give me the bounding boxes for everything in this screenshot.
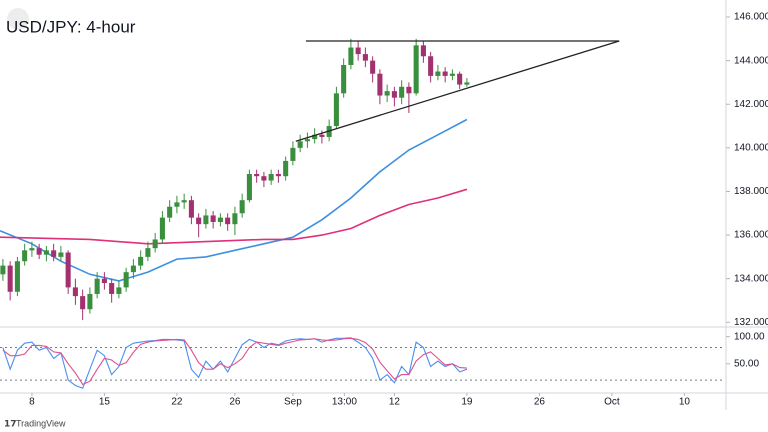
osc-tick-label: 100.00 xyxy=(734,331,765,342)
candle-body xyxy=(123,272,129,288)
candle-body xyxy=(196,217,202,225)
candle-body xyxy=(268,174,274,181)
candle-body xyxy=(109,283,115,294)
chart-title: USD/JPY: 4-hour xyxy=(6,17,136,36)
candle-body xyxy=(72,287,78,297)
y-tick-label: 146.000 xyxy=(734,12,768,23)
plot: 132.000 134.000 136.000 138.000 140.000 142.0… xyxy=(0,12,768,408)
candle-body xyxy=(174,202,180,207)
x-tick-label: 22 xyxy=(171,397,183,408)
candle-body xyxy=(435,71,441,76)
candle-body xyxy=(442,71,448,76)
candle-body xyxy=(138,256,144,266)
candle-body xyxy=(58,252,64,257)
candle-body xyxy=(188,200,194,218)
candle-body xyxy=(464,82,470,85)
candle-body xyxy=(290,147,296,161)
candle-body xyxy=(362,54,368,61)
candle-body xyxy=(0,265,6,275)
candle-body xyxy=(145,248,151,257)
candle-body xyxy=(29,248,35,251)
candle-body xyxy=(22,250,28,262)
candle-body xyxy=(130,265,136,273)
candle-body xyxy=(399,86,405,98)
x-tick-label: Sep xyxy=(284,397,302,408)
candle-body xyxy=(159,217,165,240)
candle-body xyxy=(217,217,223,222)
candle-body xyxy=(239,200,245,214)
candle-body xyxy=(304,139,310,142)
candle-body xyxy=(261,176,267,181)
candle-body xyxy=(457,73,463,85)
candle-body xyxy=(406,86,412,94)
candle-body xyxy=(65,252,71,288)
candle-body xyxy=(225,217,231,225)
y-tick-label: 134.000 xyxy=(734,273,768,284)
candle-body xyxy=(36,248,42,255)
x-tick-label: Oct xyxy=(604,397,620,408)
y-tick-label: 144.000 xyxy=(734,55,768,66)
footer: TradingView xyxy=(16,418,66,428)
oscillator-line xyxy=(2,337,468,389)
candle-body xyxy=(333,93,339,127)
candle-body xyxy=(384,91,390,96)
y-tick-label: 140.000 xyxy=(734,142,768,153)
candle-body xyxy=(449,73,455,76)
x-tick-label: 12 xyxy=(389,397,401,408)
candle-body xyxy=(254,174,260,177)
candle-body xyxy=(152,239,158,249)
candle-body xyxy=(420,45,426,57)
candle-body xyxy=(413,45,419,94)
candle-body xyxy=(341,64,347,94)
x-tick-label: 15 xyxy=(99,397,111,408)
moving-average xyxy=(0,118,468,282)
x-tick-label: 26 xyxy=(229,397,241,408)
candle-body xyxy=(167,206,173,218)
candle-body xyxy=(391,91,397,98)
x-tick-label: 26 xyxy=(534,397,546,408)
candle-body xyxy=(51,250,57,257)
candle-body xyxy=(348,47,354,65)
candle-body xyxy=(319,134,325,137)
y-tick-label: 132.000 xyxy=(734,317,768,328)
moving-average xyxy=(0,188,468,245)
candle-body xyxy=(7,265,13,292)
candle-body xyxy=(14,261,20,292)
candle-body xyxy=(370,60,376,74)
candle-body xyxy=(355,47,361,55)
x-tick-label: 8 xyxy=(29,397,35,408)
footer-logo: 𝟭𝟳 xyxy=(4,418,17,428)
candle-body xyxy=(80,296,86,310)
candle-body xyxy=(297,141,303,148)
candle-body xyxy=(203,215,209,225)
candle-body xyxy=(283,160,289,177)
y-tick-label: 136.000 xyxy=(734,230,768,241)
y-tick-label: 142.000 xyxy=(734,99,768,110)
candle-body xyxy=(377,73,383,96)
x-tick-label: 10 xyxy=(679,397,691,408)
candle-body xyxy=(246,174,252,201)
candle-body xyxy=(94,278,100,294)
x-tick-label: 13:00 xyxy=(332,397,357,408)
candle-body xyxy=(116,287,122,294)
trendline xyxy=(295,40,620,142)
candle-body xyxy=(428,56,434,76)
candle-body xyxy=(43,250,49,255)
candle-body xyxy=(87,293,93,310)
candle-body xyxy=(181,200,187,203)
candle-body xyxy=(101,278,107,284)
candle-body xyxy=(210,215,216,222)
osc-tick-label: 50.00 xyxy=(734,358,759,369)
candle-body xyxy=(232,213,238,225)
y-tick-label: 138.000 xyxy=(734,186,768,197)
oscillator-line xyxy=(2,337,467,386)
candle-body xyxy=(312,134,318,140)
logo-badge xyxy=(7,8,29,30)
candle-body xyxy=(275,174,281,177)
x-tick-label: 19 xyxy=(461,397,473,408)
